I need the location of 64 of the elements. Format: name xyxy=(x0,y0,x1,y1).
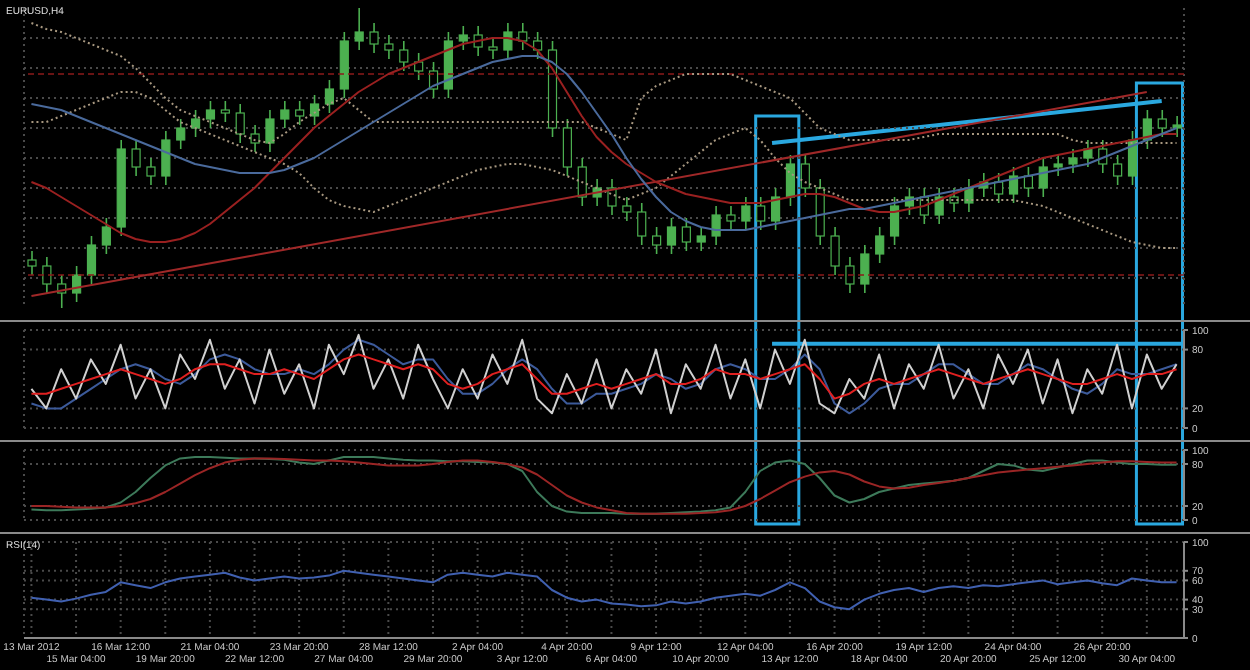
candlestick xyxy=(1008,166,1019,204)
candlestick xyxy=(205,100,216,129)
candlestick xyxy=(815,178,825,246)
candlestick xyxy=(875,226,885,264)
candlestick xyxy=(280,100,290,129)
candlestick xyxy=(949,187,959,213)
candlestick xyxy=(488,37,498,60)
candlestick xyxy=(830,226,840,276)
candlestick xyxy=(533,31,543,60)
candlestick xyxy=(1083,139,1093,168)
candlestick xyxy=(726,205,736,231)
candlestick xyxy=(1113,154,1123,186)
candlestick xyxy=(1023,166,1034,198)
candlestick xyxy=(845,256,855,294)
candlestick xyxy=(146,157,156,186)
candlestick xyxy=(339,31,349,99)
candlestick xyxy=(250,124,260,153)
candlestick xyxy=(161,130,171,186)
candlestick xyxy=(637,202,647,246)
candlestick xyxy=(42,256,52,294)
line-series xyxy=(30,353,1178,400)
candlestick xyxy=(384,34,394,60)
candlestick xyxy=(666,217,677,255)
candlestick xyxy=(503,22,513,60)
candlestick xyxy=(756,196,766,231)
candlestick xyxy=(27,250,37,276)
candlestick xyxy=(696,226,706,252)
candlestick xyxy=(994,172,1004,204)
candlestick xyxy=(324,79,335,114)
candlestick xyxy=(354,8,364,51)
candlestick xyxy=(518,22,528,51)
candlestick xyxy=(176,118,186,150)
candlestick xyxy=(399,40,409,72)
candlestick xyxy=(101,217,111,255)
candlestick xyxy=(309,94,320,126)
candlestick xyxy=(681,217,691,252)
candlestick xyxy=(265,109,275,153)
candlestick xyxy=(1053,154,1063,177)
candlestick xyxy=(369,22,379,54)
line-series xyxy=(30,569,1178,611)
candlestick xyxy=(220,100,230,123)
candlestick xyxy=(1172,115,1182,138)
candlestick xyxy=(711,205,721,246)
candlestick xyxy=(741,196,751,231)
candlestick xyxy=(458,25,468,51)
candlestick xyxy=(1098,139,1108,174)
candlestick xyxy=(1068,148,1078,174)
candlestick xyxy=(190,109,201,138)
candlestick xyxy=(889,196,900,246)
candlestick xyxy=(235,103,245,144)
candlestick xyxy=(622,196,632,222)
candlestick xyxy=(785,154,796,207)
candlestick xyxy=(652,226,662,255)
candlestick xyxy=(800,154,810,198)
candlestick xyxy=(562,118,572,177)
candlestick xyxy=(770,187,781,231)
candlestick xyxy=(860,244,870,294)
candlestick xyxy=(295,100,305,126)
candlestick xyxy=(86,235,97,285)
candlestick xyxy=(131,139,141,177)
candlestick xyxy=(414,52,424,81)
candlestick xyxy=(1157,109,1167,138)
candlestick xyxy=(1038,157,1048,198)
candlestick xyxy=(964,178,974,213)
